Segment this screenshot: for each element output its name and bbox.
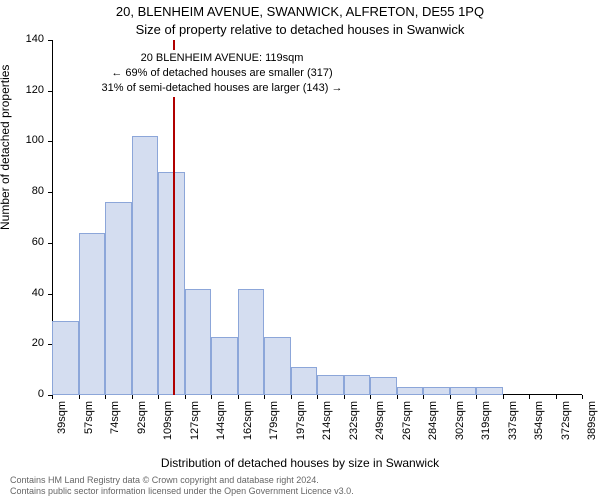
histogram-bar xyxy=(132,136,159,395)
histogram-bar xyxy=(52,321,79,395)
title-sub: Size of property relative to detached ho… xyxy=(0,22,600,37)
histogram-bar xyxy=(158,172,185,395)
xtick-line xyxy=(503,395,504,399)
xtick-label: 354sqm xyxy=(533,401,545,447)
xtick-label: 179sqm xyxy=(268,401,280,447)
xtick-line xyxy=(317,395,318,399)
xtick-label: 337sqm xyxy=(507,401,519,447)
xtick-label: 109sqm xyxy=(162,401,174,447)
histogram-bar xyxy=(450,387,477,395)
ytick-line xyxy=(48,294,52,295)
xtick-line xyxy=(264,395,265,399)
xtick-line xyxy=(185,395,186,399)
ytick-label: 80 xyxy=(14,185,44,197)
xtick-line xyxy=(397,395,398,399)
xtick-line xyxy=(529,395,530,399)
histogram-bar xyxy=(397,387,424,395)
xtick-line xyxy=(158,395,159,399)
footer-attribution: Contains HM Land Registry data © Crown c… xyxy=(10,475,354,498)
ytick-label: 100 xyxy=(14,134,44,146)
ytick-label: 120 xyxy=(14,84,44,96)
xtick-label: 319sqm xyxy=(480,401,492,447)
xtick-label: 92sqm xyxy=(136,401,148,447)
xtick-line xyxy=(476,395,477,399)
xtick-line xyxy=(79,395,80,399)
xtick-line xyxy=(423,395,424,399)
xtick-line xyxy=(238,395,239,399)
footer-line-1: Contains HM Land Registry data © Crown c… xyxy=(10,475,354,486)
histogram-bar xyxy=(370,377,397,395)
ytick-label: 0 xyxy=(14,388,44,400)
xtick-label: 249sqm xyxy=(374,401,386,447)
chart-container: 20, BLENHEIM AVENUE, SWANWICK, ALFRETON,… xyxy=(0,0,600,500)
xtick-line xyxy=(291,395,292,399)
info-box: 20 BLENHEIM AVENUE: 119sqm ← 69% of deta… xyxy=(77,50,367,97)
xtick-line xyxy=(370,395,371,399)
xtick-label: 74sqm xyxy=(109,401,121,447)
ytick-label: 140 xyxy=(14,33,44,45)
histogram-bar xyxy=(185,289,212,396)
histogram-bar xyxy=(317,375,344,395)
histogram-bar xyxy=(291,367,318,395)
ytick-line xyxy=(48,243,52,244)
plot-area: 20 BLENHEIM AVENUE: 119sqm ← 69% of deta… xyxy=(52,40,582,395)
histogram-bar xyxy=(238,289,265,396)
histogram-bar xyxy=(79,233,106,395)
xtick-label: 372sqm xyxy=(560,401,572,447)
ytick-line xyxy=(48,141,52,142)
xtick-label: 162sqm xyxy=(242,401,254,447)
xtick-label: 284sqm xyxy=(427,401,439,447)
x-axis-label: Distribution of detached houses by size … xyxy=(0,456,600,470)
histogram-bar xyxy=(264,337,291,395)
ytick-label: 60 xyxy=(14,236,44,248)
histogram-bar xyxy=(476,387,503,395)
xtick-line xyxy=(582,395,583,399)
xtick-line xyxy=(450,395,451,399)
xtick-line xyxy=(556,395,557,399)
ytick-label: 20 xyxy=(14,337,44,349)
xtick-line xyxy=(52,395,53,399)
info-line-2: ← 69% of detached houses are smaller (31… xyxy=(77,66,367,81)
ytick-label: 40 xyxy=(14,287,44,299)
xtick-line xyxy=(105,395,106,399)
xtick-label: 127sqm xyxy=(189,401,201,447)
info-line-3: 31% of semi-detached houses are larger (… xyxy=(77,81,367,96)
ytick-line xyxy=(48,40,52,41)
xtick-label: 57sqm xyxy=(83,401,95,447)
footer-line-2: Contains public sector information licen… xyxy=(10,486,354,497)
xtick-line xyxy=(132,395,133,399)
ytick-line xyxy=(48,91,52,92)
xtick-label: 144sqm xyxy=(215,401,227,447)
histogram-bar xyxy=(105,202,132,395)
y-axis-label: Number of detached properties xyxy=(0,65,12,230)
info-line-1: 20 BLENHEIM AVENUE: 119sqm xyxy=(77,51,367,66)
histogram-bar xyxy=(344,375,371,395)
xtick-label: 232sqm xyxy=(348,401,360,447)
xtick-label: 267sqm xyxy=(401,401,413,447)
histogram-bar xyxy=(423,387,450,395)
ytick-line xyxy=(48,192,52,193)
xtick-label: 389sqm xyxy=(586,401,598,447)
xtick-label: 302sqm xyxy=(454,401,466,447)
xtick-label: 214sqm xyxy=(321,401,333,447)
histogram-bar xyxy=(211,337,238,395)
xtick-line xyxy=(211,395,212,399)
xtick-label: 197sqm xyxy=(295,401,307,447)
xtick-label: 39sqm xyxy=(56,401,68,447)
title-main: 20, BLENHEIM AVENUE, SWANWICK, ALFRETON,… xyxy=(0,4,600,19)
xtick-line xyxy=(344,395,345,399)
